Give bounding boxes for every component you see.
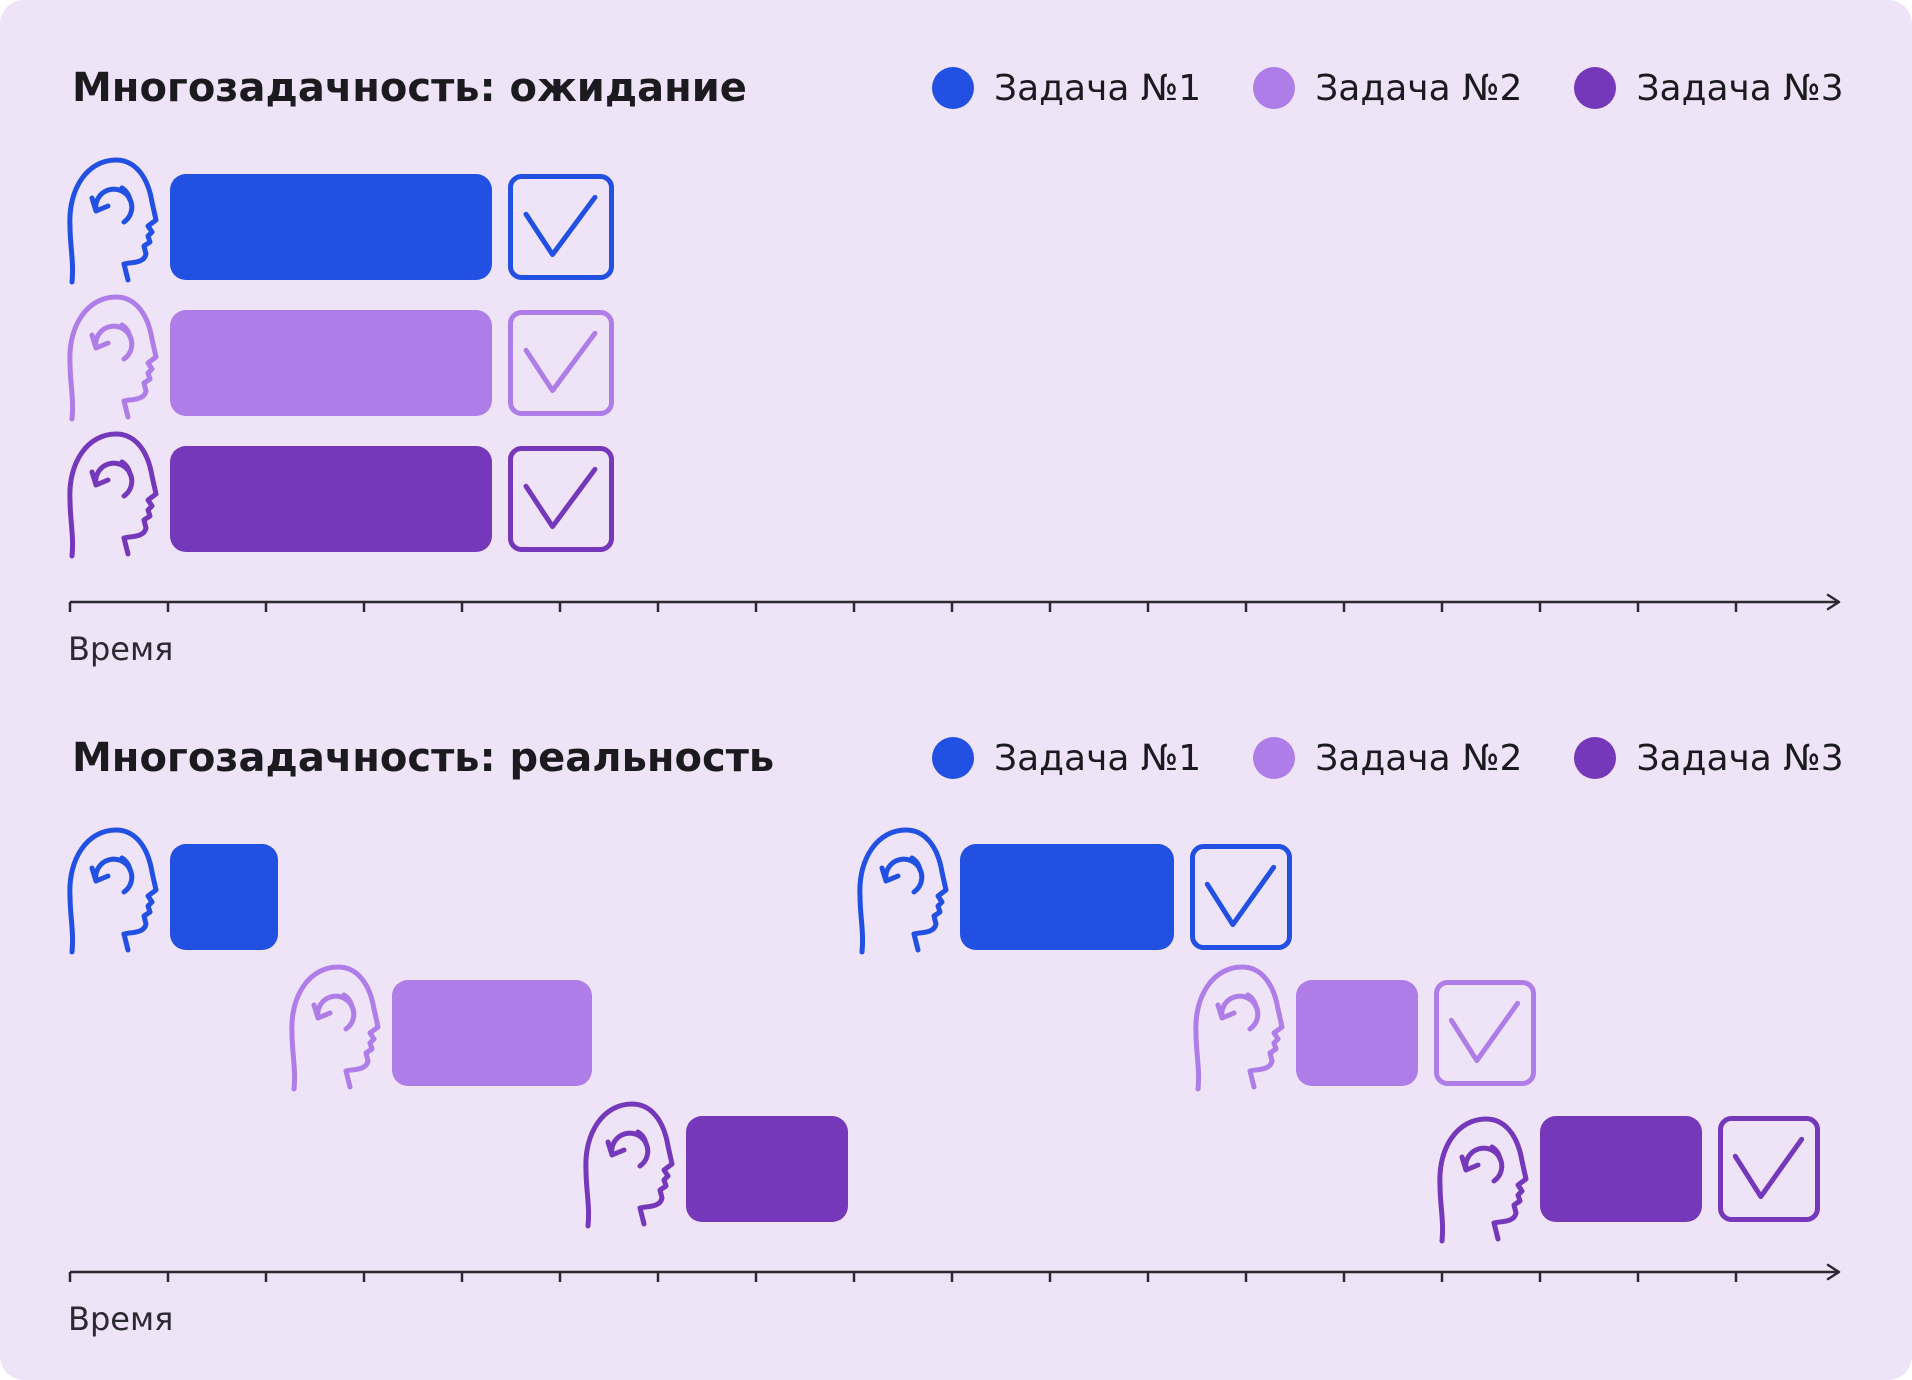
checkmark-box-icon <box>1718 1116 1820 1222</box>
legend-label: Задача №3 <box>1636 67 1844 109</box>
head-with-rotation-icon <box>1193 964 1285 1092</box>
axis-label: Время <box>68 630 174 668</box>
head-with-rotation-icon <box>583 1101 675 1229</box>
head-with-rotation-icon <box>67 157 159 285</box>
task-2-bar <box>1296 980 1418 1086</box>
legend-label: Задача №2 <box>1315 737 1523 779</box>
task-3-bar <box>170 446 492 552</box>
legend-label: Задача №1 <box>994 67 1202 109</box>
panel-title: Многозадачность: реальность <box>72 735 775 781</box>
legend-dot-icon <box>932 737 974 779</box>
legend-dot-icon <box>1253 67 1296 109</box>
checkmark-box-icon <box>1434 980 1536 1086</box>
legend-label: Задача №1 <box>994 737 1202 779</box>
legend-item-task-2: Задача №2 <box>1253 737 1522 779</box>
legend: Задача №1 Задача №2 Задача №3 <box>932 734 1844 782</box>
task-1-bar <box>960 844 1174 950</box>
head-with-rotation-icon <box>289 964 381 1092</box>
head-with-rotation-icon <box>67 294 159 422</box>
task-2-bar <box>170 310 492 416</box>
head-with-rotation-icon <box>67 431 159 559</box>
panel-title: Многозадачность: ожидание <box>72 65 747 111</box>
checkmark-box-icon <box>508 310 614 416</box>
task-1-bar <box>170 174 492 280</box>
task-1-bar <box>170 844 278 950</box>
legend-dot-icon <box>1253 737 1296 779</box>
checkmark-box-icon <box>508 174 614 280</box>
legend-dot-icon <box>1574 737 1617 779</box>
legend-dot-icon <box>1574 67 1617 109</box>
checkmark-box-icon <box>508 446 614 552</box>
legend-label: Задача №3 <box>1636 737 1844 779</box>
legend: Задача №1 Задача №2 Задача №3 <box>932 64 1844 112</box>
legend-item-task-3: Задача №3 <box>1574 737 1844 779</box>
task-3-bar <box>686 1116 848 1222</box>
legend-item-task-2: Задача №2 <box>1253 67 1522 109</box>
legend-dot-icon <box>932 67 974 109</box>
task-2-bar <box>392 980 592 1086</box>
checkmark-box-icon <box>1190 844 1292 950</box>
head-with-rotation-icon <box>1437 1116 1529 1244</box>
legend-item-task-1: Задача №1 <box>932 737 1201 779</box>
head-with-rotation-icon <box>67 827 159 955</box>
task-3-bar <box>1540 1116 1702 1222</box>
head-with-rotation-icon <box>857 827 949 955</box>
legend-item-task-3: Задача №3 <box>1574 67 1844 109</box>
axis-label: Время <box>68 1300 174 1338</box>
legend-label: Задача №2 <box>1315 67 1523 109</box>
legend-item-task-1: Задача №1 <box>932 67 1201 109</box>
